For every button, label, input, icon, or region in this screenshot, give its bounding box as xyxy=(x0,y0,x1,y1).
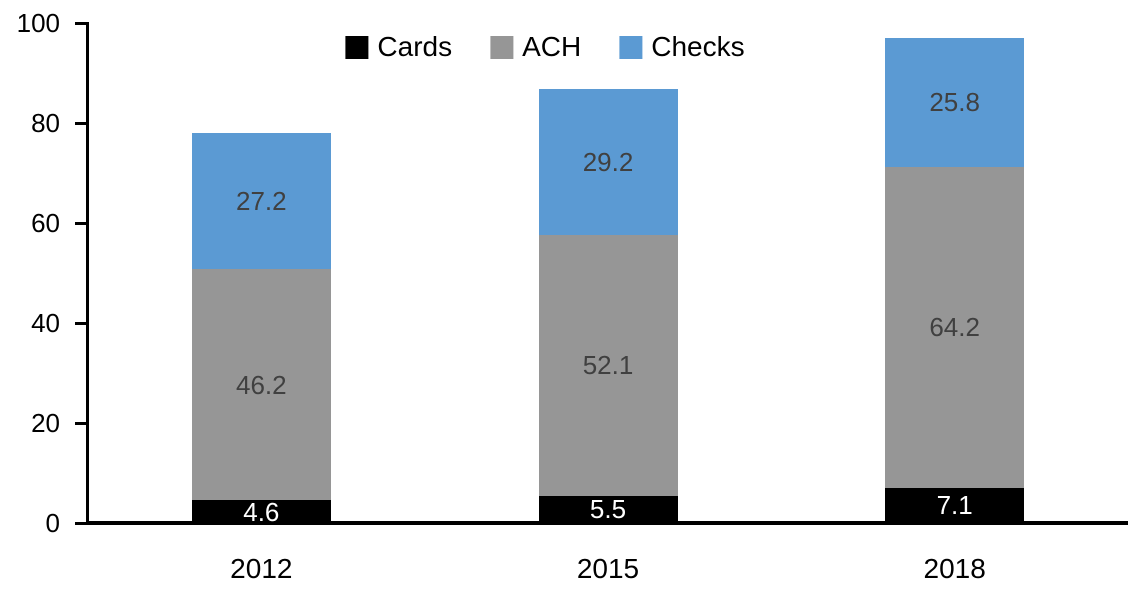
bar-value-label: 27.2 xyxy=(236,186,287,216)
bar-segment-ach-2015: 52.1 xyxy=(538,235,678,496)
bar-segment-cards-2018: 7.1 xyxy=(885,487,1025,523)
bar-value-label: 25.8 xyxy=(929,87,980,117)
y-tick xyxy=(75,521,87,525)
legend-swatch-icon xyxy=(490,35,514,59)
bar-segment-checks-2015: 29.2 xyxy=(538,89,678,235)
bar-value-label: 29.2 xyxy=(582,147,634,177)
x-category-label-2015: 2015 xyxy=(576,553,640,584)
y-tick-label: 20 xyxy=(31,408,60,438)
legend-swatch-icon xyxy=(345,35,369,59)
bar-2018: 7.1 64.2 25.8 xyxy=(885,37,1025,523)
y-tick-label: 60 xyxy=(31,208,60,238)
y-tick-label: 80 xyxy=(31,108,60,138)
legend-label: ACH xyxy=(522,31,582,62)
bar-segment-cards-2012: 4.6 xyxy=(191,496,331,527)
legend-item-cards: Cards xyxy=(345,33,452,61)
bar-segment-checks-2012: 27.2 xyxy=(191,133,331,269)
bar-segment-ach-2018: 64.2 xyxy=(885,166,1025,488)
legend-label: Cards xyxy=(377,31,453,62)
y-axis-line xyxy=(86,22,89,523)
legend-item-ach: ACH xyxy=(490,33,581,61)
y-tick xyxy=(75,421,87,425)
bar-value-label: 46.2 xyxy=(236,369,287,400)
legend: Cards ACH Checks xyxy=(345,31,745,62)
bar-segment-ach-2012: 46.2 xyxy=(191,269,331,500)
bar-value-label: 64.2 xyxy=(929,312,980,342)
y-tick xyxy=(75,221,87,225)
bar-segment-cards-2015: 5.5 xyxy=(538,494,678,525)
bar-2015: 5.5 52.1 29.2 xyxy=(538,89,678,525)
y-tick xyxy=(75,21,87,25)
bar-value-label: 7.1 xyxy=(936,490,973,521)
bar-value-label: 5.5 xyxy=(589,494,627,525)
y-tick xyxy=(75,321,87,325)
bar-2012: 4.6 46.2 27.2 xyxy=(191,133,331,527)
bar-value-label: 4.6 xyxy=(243,496,280,527)
bar-value-label: 52.1 xyxy=(582,350,634,381)
y-tick-label: 100 xyxy=(16,8,60,38)
x-axis-line xyxy=(86,521,1128,525)
x-category-label-2012: 2012 xyxy=(230,553,293,584)
bar-segment-checks-2018: 25.8 xyxy=(885,37,1025,167)
legend-label: Checks xyxy=(651,31,745,62)
legend-item-checks: Checks xyxy=(619,31,745,62)
y-tick-label: 40 xyxy=(31,308,60,338)
x-category-label-2018: 2018 xyxy=(923,553,986,584)
y-tick xyxy=(75,121,87,125)
legend-swatch-icon xyxy=(619,35,643,59)
y-tick-label: 0 xyxy=(45,508,60,538)
